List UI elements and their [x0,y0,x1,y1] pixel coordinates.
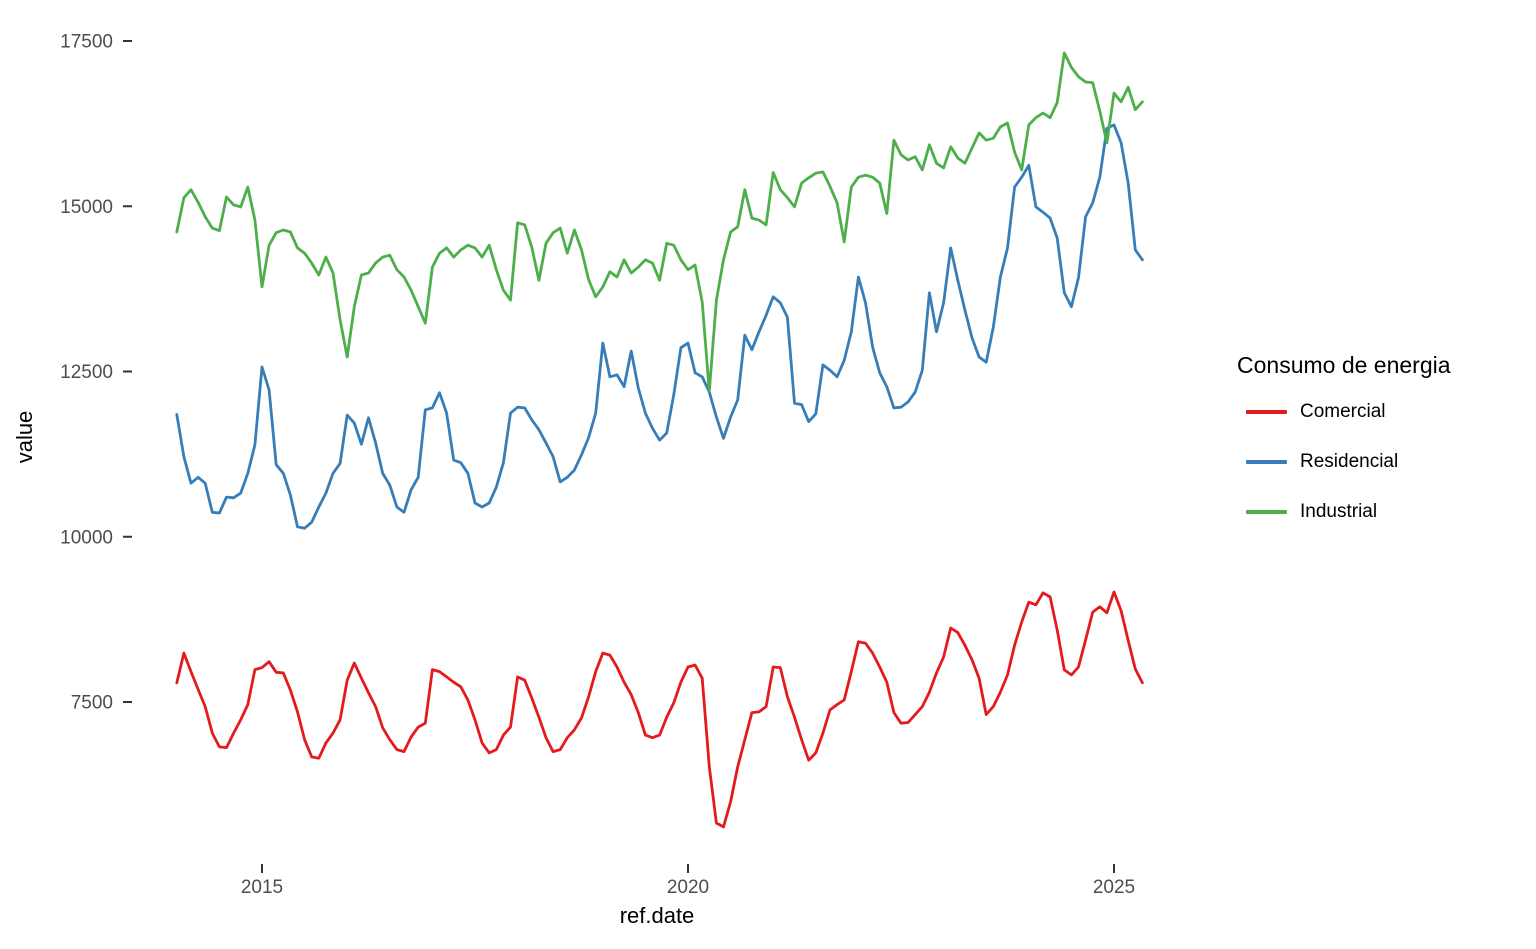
legend: Consumo de energia Comercial Residencial I… [1237,352,1451,537]
y-tick-label: 12500 [60,362,113,383]
y-tick-label: 10000 [60,527,113,548]
series-line-comercial [175,590,1144,829]
legend-item-comercial: Comercial [1237,387,1451,437]
series-line-industrial [175,51,1144,393]
x-tick-label: 2020 [667,877,709,898]
legend-items: Comercial Residencial Industrial [1237,387,1451,537]
y-axis-title: value [12,410,37,464]
legend-item-label: Residencial [1300,451,1399,472]
x-axis-title: ref.date [619,903,695,928]
legend-item-label: Comercial [1300,401,1386,422]
legend-key-line-icon [1246,410,1287,414]
y-tick-label: 17500 [60,32,113,53]
legend-title: Consumo de energia [1237,352,1451,378]
y-tick-label: 15000 [60,197,113,218]
legend-item-residencial: Residencial [1237,437,1451,487]
legend-key-line-icon [1246,460,1287,464]
x-tick-label: 2025 [1093,877,1135,898]
legend-item-label: Industrial [1300,501,1378,522]
legend-item-industrial: Industrial [1237,487,1451,537]
series-line-residencial [175,123,1144,530]
legend-key-line-icon [1246,510,1287,514]
x-tick-label: 2015 [241,877,283,898]
y-tick-label: 7500 [71,693,113,714]
